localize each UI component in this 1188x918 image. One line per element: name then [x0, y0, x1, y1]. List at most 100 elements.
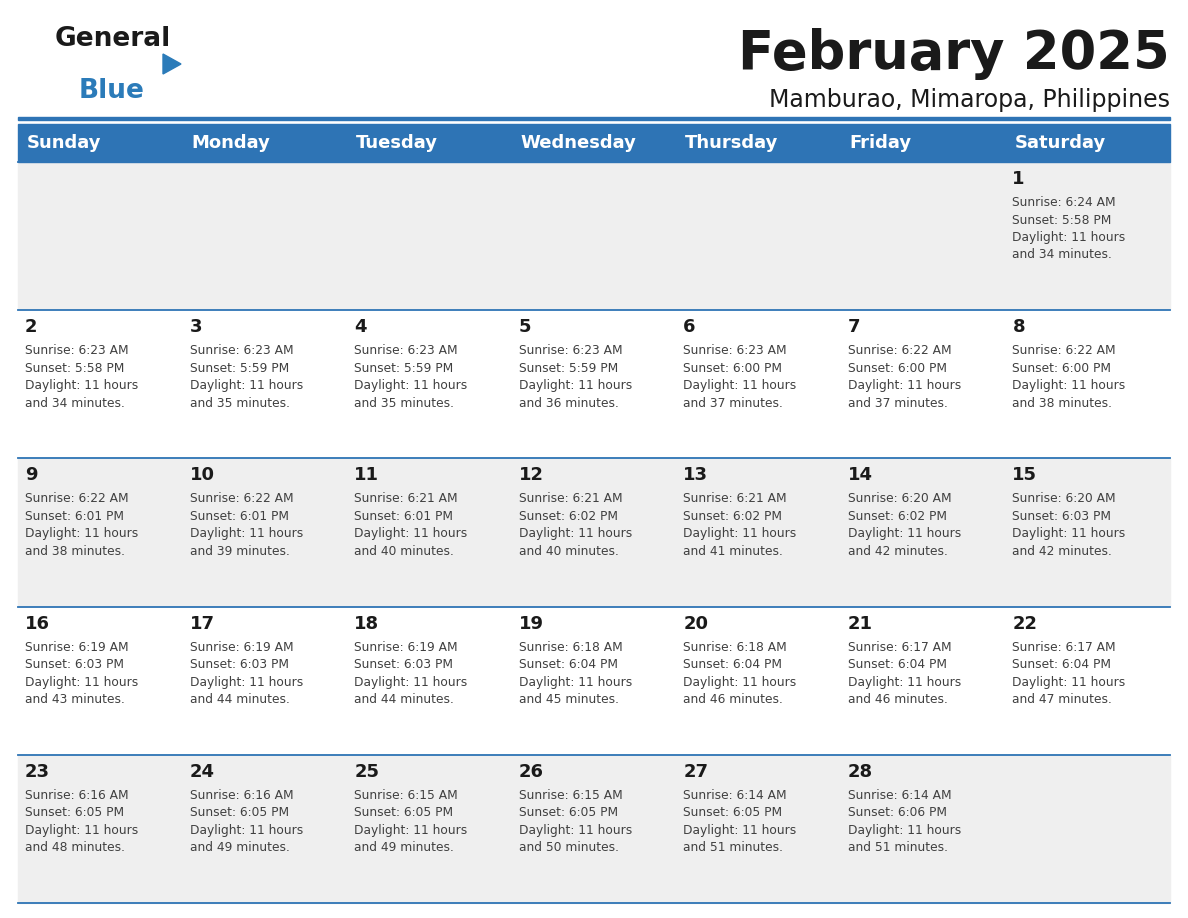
Text: Daylight: 11 hours: Daylight: 11 hours: [848, 379, 961, 392]
Text: and 48 minutes.: and 48 minutes.: [25, 841, 125, 855]
Text: Sunrise: 6:17 AM: Sunrise: 6:17 AM: [1012, 641, 1116, 654]
Text: 21: 21: [848, 614, 873, 633]
Text: Daylight: 11 hours: Daylight: 11 hours: [354, 528, 467, 541]
Text: Sunrise: 6:22 AM: Sunrise: 6:22 AM: [25, 492, 128, 506]
Text: Daylight: 11 hours: Daylight: 11 hours: [354, 676, 467, 688]
Text: February 2025: February 2025: [739, 28, 1170, 80]
Text: Daylight: 11 hours: Daylight: 11 hours: [25, 676, 138, 688]
Text: and 36 minutes.: and 36 minutes.: [519, 397, 619, 409]
Text: Sunset: 6:03 PM: Sunset: 6:03 PM: [354, 658, 453, 671]
Text: Daylight: 11 hours: Daylight: 11 hours: [1012, 676, 1126, 688]
Text: Sunset: 6:04 PM: Sunset: 6:04 PM: [1012, 658, 1112, 671]
Text: Sunset: 5:58 PM: Sunset: 5:58 PM: [1012, 214, 1112, 227]
Polygon shape: [163, 54, 181, 74]
Text: Daylight: 11 hours: Daylight: 11 hours: [519, 823, 632, 837]
Text: 28: 28: [848, 763, 873, 781]
Text: Daylight: 11 hours: Daylight: 11 hours: [683, 676, 796, 688]
Text: and 44 minutes.: and 44 minutes.: [190, 693, 290, 706]
Text: and 42 minutes.: and 42 minutes.: [1012, 545, 1112, 558]
Text: Sunset: 6:02 PM: Sunset: 6:02 PM: [848, 509, 947, 523]
Text: 6: 6: [683, 319, 696, 336]
Text: Daylight: 11 hours: Daylight: 11 hours: [25, 379, 138, 392]
Text: Sunset: 6:00 PM: Sunset: 6:00 PM: [1012, 362, 1112, 375]
Text: Sunrise: 6:24 AM: Sunrise: 6:24 AM: [1012, 196, 1116, 209]
Text: Sunset: 6:03 PM: Sunset: 6:03 PM: [1012, 509, 1112, 523]
Text: and 46 minutes.: and 46 minutes.: [683, 693, 783, 706]
Text: Blue: Blue: [78, 78, 145, 104]
Text: and 46 minutes.: and 46 minutes.: [848, 693, 948, 706]
Text: and 34 minutes.: and 34 minutes.: [1012, 249, 1112, 262]
Text: Sunrise: 6:23 AM: Sunrise: 6:23 AM: [354, 344, 457, 357]
Text: and 35 minutes.: and 35 minutes.: [190, 397, 290, 409]
Text: Sunrise: 6:23 AM: Sunrise: 6:23 AM: [519, 344, 623, 357]
Text: Daylight: 11 hours: Daylight: 11 hours: [190, 676, 303, 688]
Text: Daylight: 11 hours: Daylight: 11 hours: [848, 676, 961, 688]
Text: 9: 9: [25, 466, 38, 485]
Text: Daylight: 11 hours: Daylight: 11 hours: [683, 528, 796, 541]
Text: General: General: [55, 26, 171, 52]
Text: Sunrise: 6:18 AM: Sunrise: 6:18 AM: [519, 641, 623, 654]
Text: Daylight: 11 hours: Daylight: 11 hours: [1012, 528, 1126, 541]
Text: Friday: Friday: [849, 134, 912, 152]
Text: Sunset: 5:59 PM: Sunset: 5:59 PM: [354, 362, 454, 375]
Text: and 43 minutes.: and 43 minutes.: [25, 693, 125, 706]
Text: Thursday: Thursday: [685, 134, 778, 152]
Bar: [18, 607, 1170, 755]
Text: 27: 27: [683, 763, 708, 781]
Text: Sunset: 6:01 PM: Sunset: 6:01 PM: [190, 509, 289, 523]
Text: Daylight: 11 hours: Daylight: 11 hours: [190, 823, 303, 837]
Text: and 51 minutes.: and 51 minutes.: [848, 841, 948, 855]
Text: Sunrise: 6:16 AM: Sunrise: 6:16 AM: [190, 789, 293, 801]
Text: Daylight: 11 hours: Daylight: 11 hours: [1012, 231, 1126, 244]
Text: Sunrise: 6:14 AM: Sunrise: 6:14 AM: [848, 789, 952, 801]
Text: Monday: Monday: [191, 134, 271, 152]
Text: 4: 4: [354, 319, 367, 336]
Text: Sunset: 6:04 PM: Sunset: 6:04 PM: [683, 658, 782, 671]
Text: Sunset: 6:05 PM: Sunset: 6:05 PM: [25, 806, 124, 819]
Text: Sunset: 5:59 PM: Sunset: 5:59 PM: [190, 362, 289, 375]
Text: Sunset: 6:04 PM: Sunset: 6:04 PM: [519, 658, 618, 671]
Text: Daylight: 11 hours: Daylight: 11 hours: [190, 528, 303, 541]
Text: Sunrise: 6:20 AM: Sunrise: 6:20 AM: [1012, 492, 1116, 506]
Text: Daylight: 11 hours: Daylight: 11 hours: [519, 528, 632, 541]
Text: Daylight: 11 hours: Daylight: 11 hours: [354, 823, 467, 837]
Text: Sunrise: 6:15 AM: Sunrise: 6:15 AM: [519, 789, 623, 801]
Text: Daylight: 11 hours: Daylight: 11 hours: [190, 379, 303, 392]
Text: 16: 16: [25, 614, 50, 633]
Text: 26: 26: [519, 763, 544, 781]
Text: and 49 minutes.: and 49 minutes.: [190, 841, 290, 855]
Text: and 37 minutes.: and 37 minutes.: [683, 397, 783, 409]
Text: Sunday: Sunday: [27, 134, 101, 152]
Text: and 38 minutes.: and 38 minutes.: [25, 545, 125, 558]
Text: and 39 minutes.: and 39 minutes.: [190, 545, 290, 558]
Text: and 34 minutes.: and 34 minutes.: [25, 397, 125, 409]
Bar: [18, 162, 1170, 310]
Bar: [18, 458, 1170, 607]
Text: Daylight: 11 hours: Daylight: 11 hours: [519, 676, 632, 688]
Text: 10: 10: [190, 466, 215, 485]
Text: Sunset: 6:01 PM: Sunset: 6:01 PM: [25, 509, 124, 523]
Text: 14: 14: [848, 466, 873, 485]
Text: 20: 20: [683, 614, 708, 633]
Text: 15: 15: [1012, 466, 1037, 485]
Text: 2: 2: [25, 319, 38, 336]
Text: Daylight: 11 hours: Daylight: 11 hours: [25, 823, 138, 837]
Text: Sunset: 5:58 PM: Sunset: 5:58 PM: [25, 362, 125, 375]
Text: Sunset: 6:02 PM: Sunset: 6:02 PM: [683, 509, 782, 523]
Text: and 40 minutes.: and 40 minutes.: [354, 545, 454, 558]
Text: Daylight: 11 hours: Daylight: 11 hours: [519, 379, 632, 392]
Text: 3: 3: [190, 319, 202, 336]
Text: Wednesday: Wednesday: [520, 134, 637, 152]
Text: and 50 minutes.: and 50 minutes.: [519, 841, 619, 855]
Text: Daylight: 11 hours: Daylight: 11 hours: [683, 823, 796, 837]
Text: Sunrise: 6:23 AM: Sunrise: 6:23 AM: [683, 344, 786, 357]
Text: Sunrise: 6:21 AM: Sunrise: 6:21 AM: [354, 492, 457, 506]
Text: 12: 12: [519, 466, 544, 485]
Text: Sunset: 6:02 PM: Sunset: 6:02 PM: [519, 509, 618, 523]
Text: and 35 minutes.: and 35 minutes.: [354, 397, 454, 409]
Text: Sunrise: 6:20 AM: Sunrise: 6:20 AM: [848, 492, 952, 506]
Text: Sunrise: 6:19 AM: Sunrise: 6:19 AM: [25, 641, 128, 654]
Text: 7: 7: [848, 319, 860, 336]
Text: Sunrise: 6:17 AM: Sunrise: 6:17 AM: [848, 641, 952, 654]
Text: 11: 11: [354, 466, 379, 485]
